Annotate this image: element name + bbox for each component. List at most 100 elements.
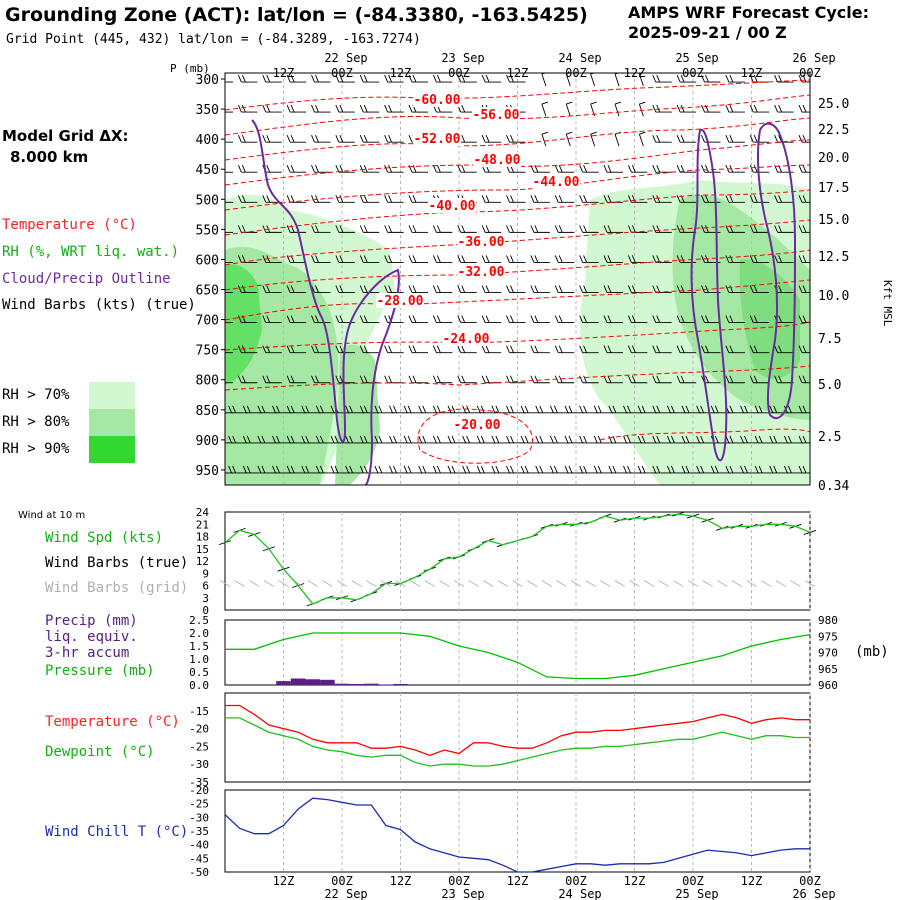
wind-barb-flag xyxy=(335,255,340,263)
wind-barb-flag xyxy=(798,165,803,173)
wind-barb-flag xyxy=(652,375,657,383)
wind-barb xyxy=(403,405,424,414)
wind-barb xyxy=(408,225,428,233)
wind-barb xyxy=(798,405,810,414)
wind-barb xyxy=(225,472,233,474)
y-tick-label: 21 xyxy=(196,518,209,531)
wind-barb-flag xyxy=(349,405,354,413)
wind-barb-flag xyxy=(339,345,344,353)
wind-barb-flag xyxy=(339,225,344,233)
pressure-tick-label: 450 xyxy=(196,163,219,178)
wind-barb xyxy=(769,465,789,474)
wind-barb-flag xyxy=(412,345,417,353)
wind-chill-panel: -50-45-40-35-30-25-20 xyxy=(189,784,811,879)
wind-barb-flag xyxy=(553,435,558,444)
wind-barb-flag xyxy=(432,285,437,293)
wind-barb xyxy=(225,171,233,173)
wind-barb xyxy=(749,345,770,354)
wind-barb-flag xyxy=(266,74,271,83)
wind-barb xyxy=(301,435,321,444)
wind-barb-flag xyxy=(286,285,291,293)
wind-barb-flag xyxy=(339,165,344,173)
wind-barb-flag xyxy=(262,74,267,83)
y-tick-label: -35 xyxy=(189,825,209,838)
wind-barb-flag xyxy=(311,255,315,263)
wind-barb xyxy=(530,225,550,233)
true-wind-barb xyxy=(218,540,232,546)
wind-barb-flag xyxy=(359,465,364,474)
contour-label-bg xyxy=(532,174,580,189)
wind-barb xyxy=(481,255,502,263)
wind-barb-flag xyxy=(506,435,510,444)
wind-barb-flag xyxy=(670,405,675,413)
wind-barb-flag xyxy=(466,435,471,444)
wind-barb-flag xyxy=(798,465,803,474)
wind-barb-flag xyxy=(614,101,622,105)
height-tick-label: 0.34 xyxy=(818,479,849,494)
wind-barb-flag xyxy=(481,375,486,383)
wind-barb-flag xyxy=(315,285,319,293)
wind-barb xyxy=(345,465,365,474)
wind-barb xyxy=(564,405,584,414)
wind-barb xyxy=(286,375,307,384)
contour-label: -52.00 xyxy=(414,132,461,147)
wind-barb-flag xyxy=(749,104,754,113)
wind-barb xyxy=(603,345,623,354)
wind-barb-flag xyxy=(345,405,350,413)
wind-barb xyxy=(554,285,575,293)
wind-barb xyxy=(652,405,672,414)
wind-barb-flag xyxy=(627,255,632,263)
wind-barb xyxy=(754,465,775,474)
wind-barb-flag xyxy=(627,345,632,353)
wind-barb-flag xyxy=(554,285,559,293)
wind-barb-shaft xyxy=(590,134,596,147)
wind-barb xyxy=(286,104,307,113)
wind-barb-flag xyxy=(778,134,783,143)
wind-barb xyxy=(783,465,804,474)
wind-barb-flag xyxy=(773,465,778,474)
wind-barb-flag xyxy=(262,255,267,263)
wind-barb xyxy=(798,225,810,233)
wind-barb-flag xyxy=(462,465,467,474)
wind-barb-flag xyxy=(534,225,539,233)
wind-barb xyxy=(725,74,745,83)
isotherm-line xyxy=(225,279,810,321)
wind-barb xyxy=(286,435,307,444)
wind-barb-flag xyxy=(774,225,779,233)
wind-barb-flag xyxy=(485,134,490,143)
grid-wind-barb xyxy=(570,580,582,587)
wind-barb-flag xyxy=(530,255,535,263)
wind-barb-flag xyxy=(666,405,671,413)
wind-barb-flag xyxy=(608,405,613,413)
wind-barb xyxy=(530,315,550,324)
wind-barb-flag xyxy=(554,315,559,323)
wind-barb xyxy=(701,74,721,83)
y-tick-label: -35 xyxy=(189,776,209,789)
wind-barb-flag xyxy=(593,465,598,474)
wind-barb-flag xyxy=(607,225,612,233)
cross-section-wind-barbs xyxy=(225,73,810,474)
wind-barb xyxy=(481,195,502,203)
wind-barb-flag xyxy=(676,104,681,113)
wind-barb xyxy=(676,134,697,143)
wind-barb-flag xyxy=(802,195,807,203)
wind-barb xyxy=(590,131,597,147)
wind-barb-flag xyxy=(257,405,262,413)
wind-barb xyxy=(262,285,282,293)
wind-barb-flag xyxy=(388,285,393,293)
wind-barb-flag xyxy=(237,74,242,83)
wind-barb xyxy=(603,285,623,293)
wind-barb-flag xyxy=(583,315,588,323)
wind-10m-title: Wind at 10 m xyxy=(18,510,86,521)
wind-barb xyxy=(237,285,258,293)
wind-barb xyxy=(384,165,404,173)
wind-barb-flag xyxy=(485,255,490,263)
wind-barb-flag xyxy=(412,165,417,173)
wind-barb-flag xyxy=(749,225,754,233)
wind-barb-flag xyxy=(412,255,417,263)
wind-barb xyxy=(541,131,549,147)
wind-barb xyxy=(462,465,482,474)
wind-barb xyxy=(579,315,599,324)
wind-barb-flag xyxy=(276,435,280,444)
